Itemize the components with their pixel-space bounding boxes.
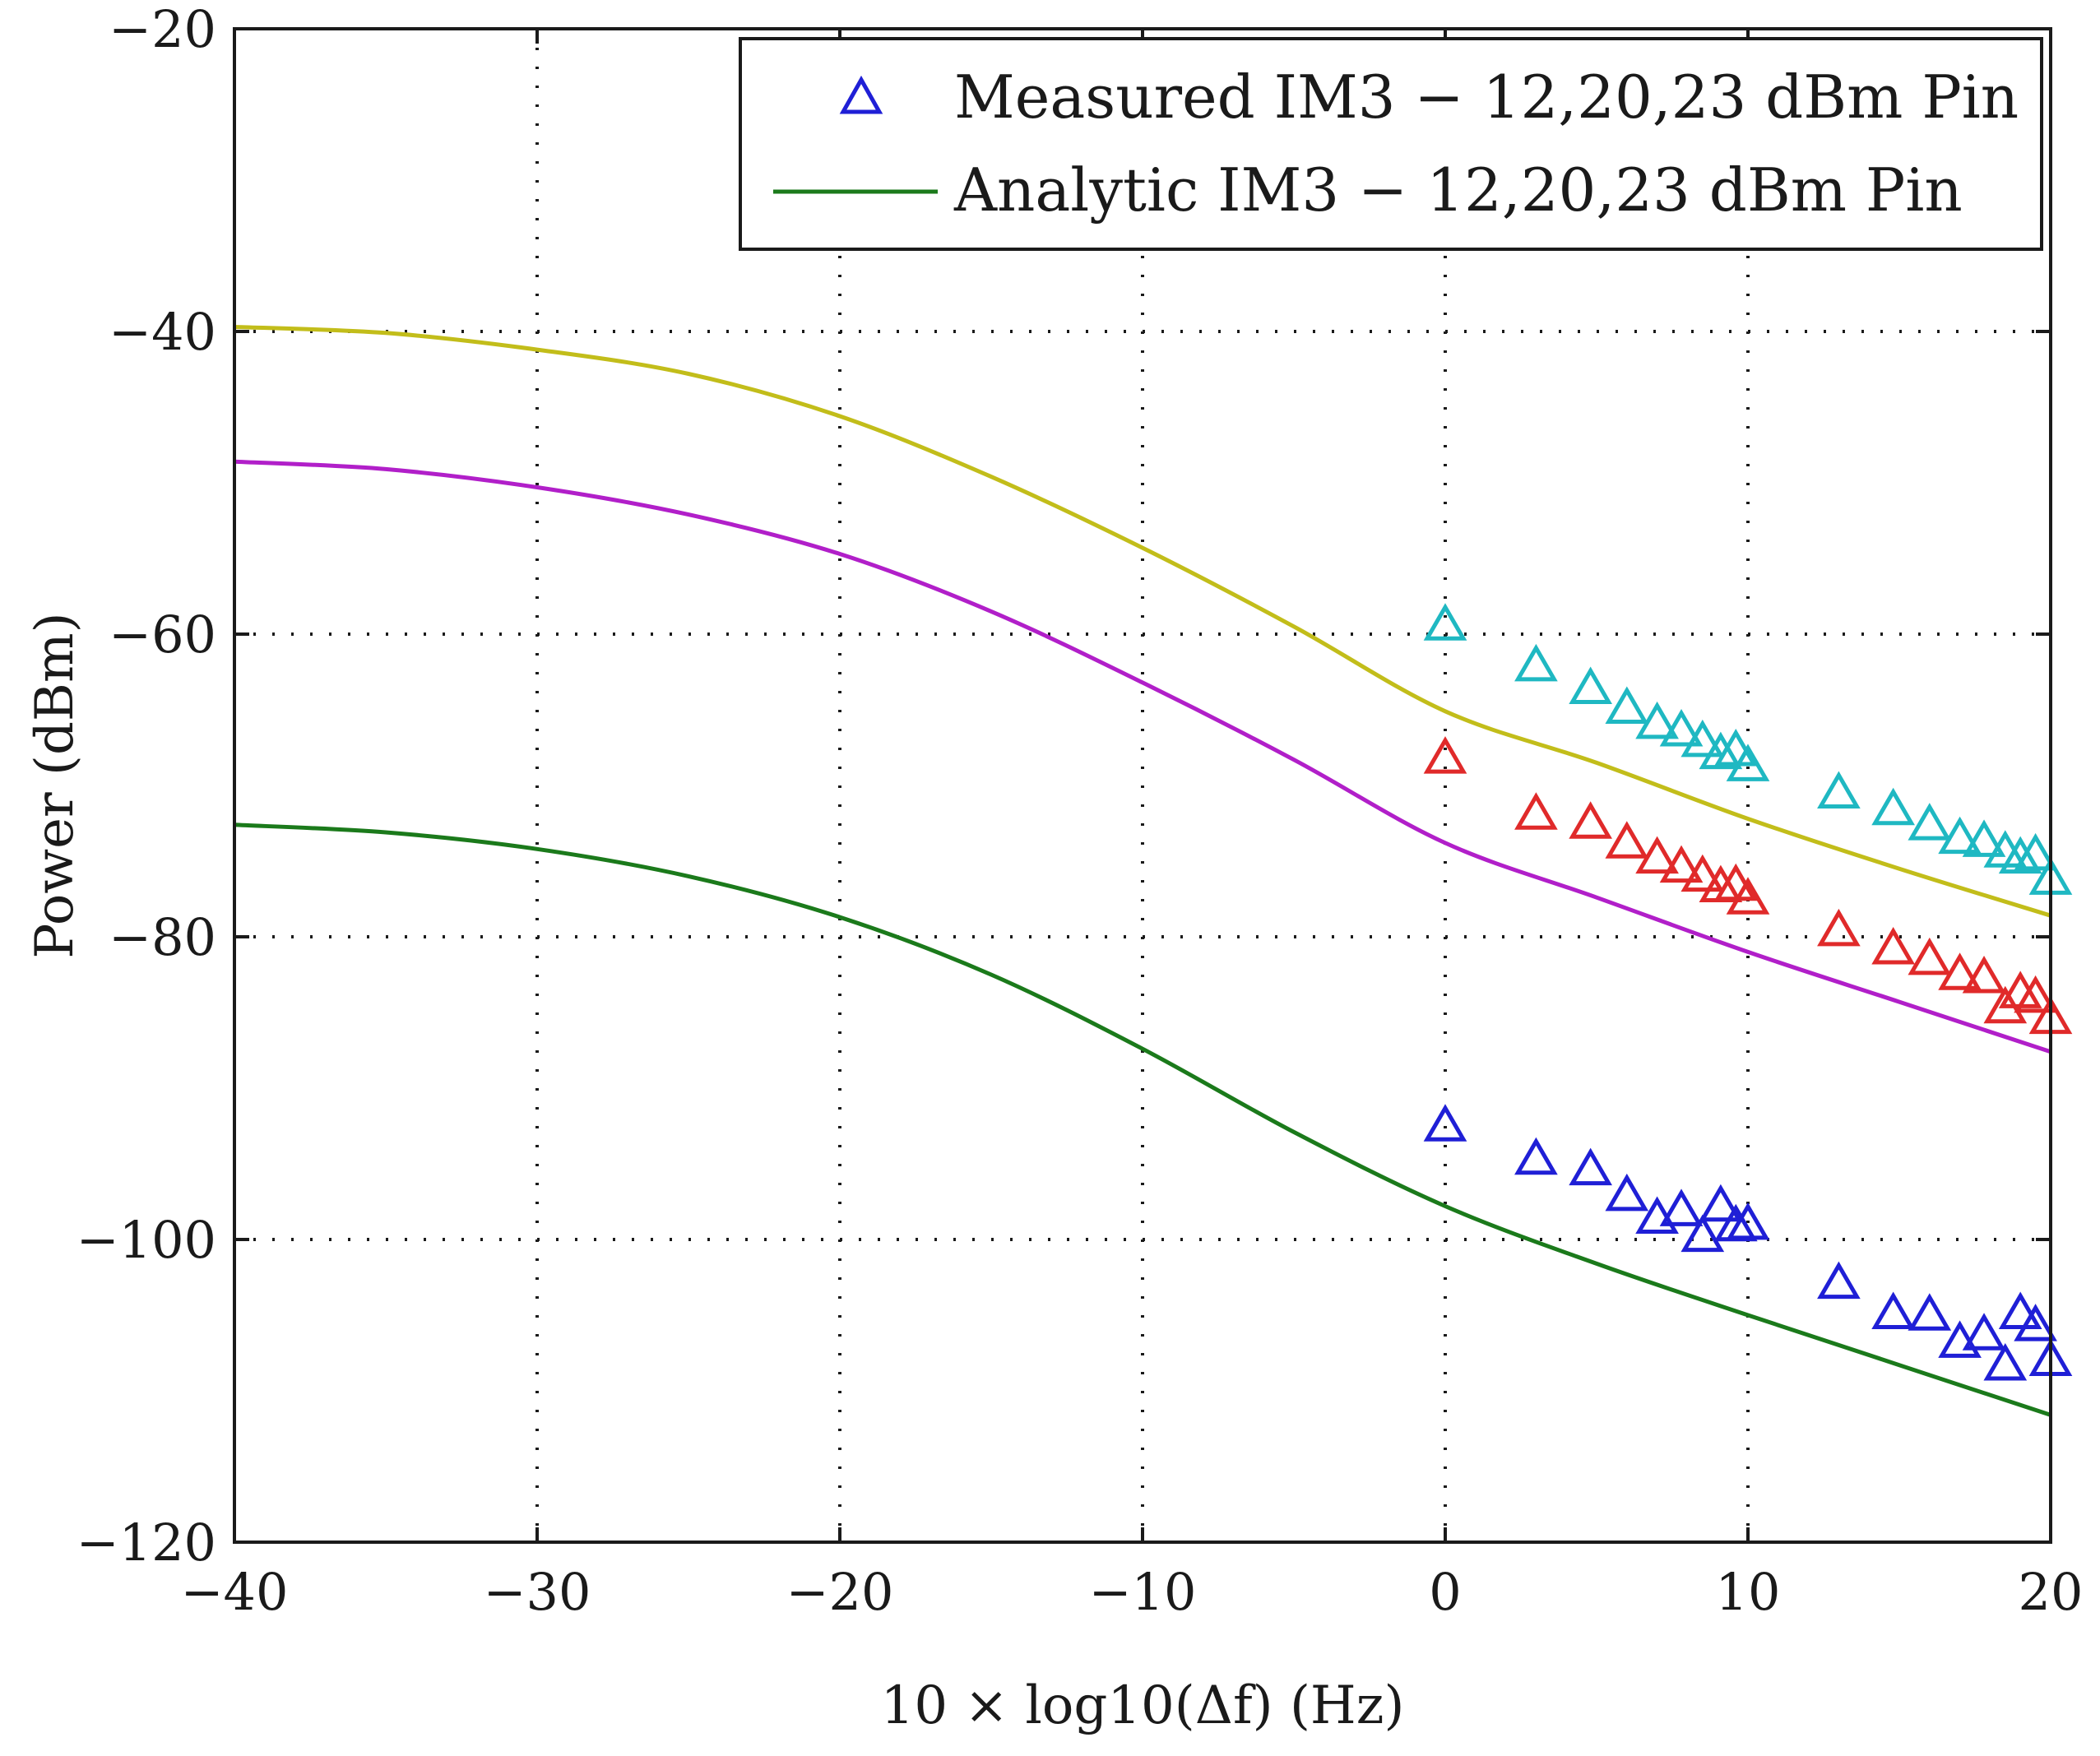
measured-point bbox=[1938, 952, 1982, 990]
legend-label-measured: Measured IM3 − 12,20,23 dBm Pin bbox=[954, 63, 2019, 132]
x-tick-label: −30 bbox=[484, 1562, 591, 1622]
x-tick-labels: −40 −30 −20 −10 0 10 20 bbox=[181, 1562, 2084, 1622]
measured-point bbox=[1659, 1188, 1704, 1226]
measured-point bbox=[1605, 1173, 1649, 1212]
y-tick-label: −80 bbox=[109, 907, 216, 967]
measured-point bbox=[1605, 686, 1649, 724]
measured-point bbox=[1726, 877, 1770, 915]
measured-point bbox=[1962, 819, 2006, 857]
measured-point bbox=[1908, 803, 1952, 841]
measured-point bbox=[1514, 792, 1558, 830]
measured-point bbox=[1817, 1261, 1861, 1300]
x-tick-label: −40 bbox=[181, 1562, 289, 1622]
axis-ticks bbox=[233, 27, 2052, 1544]
x-tick-label: 10 bbox=[1716, 1562, 1781, 1622]
legend-triangle-marker-icon bbox=[839, 75, 883, 114]
measured-point bbox=[1635, 836, 1679, 874]
measured-point bbox=[1908, 937, 1952, 975]
measured-point bbox=[1726, 1202, 1770, 1240]
measured-point bbox=[1659, 709, 1704, 747]
measured-point bbox=[1423, 736, 1467, 774]
measured-point bbox=[1680, 1214, 1725, 1253]
x-tick-label: 0 bbox=[1429, 1562, 1461, 1622]
measured-point bbox=[1569, 801, 1612, 839]
y-axis-label: Power (dBm) bbox=[25, 612, 86, 958]
analytic-line-0 bbox=[234, 325, 2051, 918]
measured-point bbox=[1713, 728, 1758, 767]
y-tick-label: −100 bbox=[76, 1210, 216, 1270]
measured-point bbox=[1998, 1291, 2042, 1329]
y-tick-label: −20 bbox=[109, 0, 216, 59]
measured-point bbox=[1635, 701, 1679, 739]
x-tick-label: −20 bbox=[786, 1562, 894, 1622]
measured-point bbox=[1983, 1343, 2028, 1381]
measured-point bbox=[1423, 603, 1467, 641]
measured-point bbox=[1817, 908, 1861, 947]
legend-label-analytic: Analytic IM3 − 12,20,23 dBm Pin bbox=[953, 155, 1963, 225]
measured-point bbox=[1871, 787, 1915, 826]
legend-box bbox=[739, 37, 2043, 251]
measured-point bbox=[1569, 666, 1612, 705]
y-tick-labels: −120 −100 −80 −60 −40 −20 bbox=[76, 0, 216, 1573]
analytic-line-1 bbox=[234, 459, 2051, 1054]
measured-point bbox=[1871, 1291, 1915, 1329]
legend: Measured IM3 − 12,20,23 dBm Pin Analytic… bbox=[739, 37, 2043, 251]
measured-point bbox=[1514, 643, 1558, 682]
measured-point bbox=[1569, 1147, 1612, 1186]
measured-point bbox=[1699, 1184, 1743, 1222]
measured-point bbox=[1938, 816, 1982, 855]
measured-point bbox=[1726, 744, 1770, 781]
measured-point bbox=[2014, 975, 2057, 1013]
measured-point bbox=[1871, 927, 1915, 965]
measured-point bbox=[1962, 1313, 2006, 1351]
measured-point bbox=[2014, 832, 2057, 871]
measured-point bbox=[1998, 836, 2042, 874]
measured-point bbox=[1699, 731, 1743, 770]
measured-point bbox=[1514, 1137, 1558, 1175]
measured-point bbox=[1680, 719, 1725, 758]
y-tick-label: −120 bbox=[76, 1513, 216, 1573]
measured-point bbox=[1605, 821, 1649, 859]
measured-point bbox=[2014, 1304, 2057, 1341]
x-tick-label: −10 bbox=[1089, 1562, 1197, 1622]
measured-point bbox=[1659, 845, 1704, 883]
analytic-line-2 bbox=[234, 822, 2051, 1417]
x-tick-label: 20 bbox=[2019, 1562, 2084, 1622]
measured-point bbox=[1817, 771, 1861, 809]
y-tick-label: −60 bbox=[109, 605, 216, 665]
measured-point bbox=[1423, 1104, 1467, 1142]
measured-point bbox=[1908, 1293, 1952, 1331]
measured-point bbox=[1680, 854, 1725, 892]
y-tick-label: −40 bbox=[109, 302, 216, 362]
series-lines bbox=[234, 325, 2051, 1417]
series-markers bbox=[1423, 603, 2073, 1381]
x-axis-label: 10 × log10(Δf) (Hz) bbox=[881, 1675, 1405, 1736]
measured-point bbox=[1962, 955, 2006, 994]
